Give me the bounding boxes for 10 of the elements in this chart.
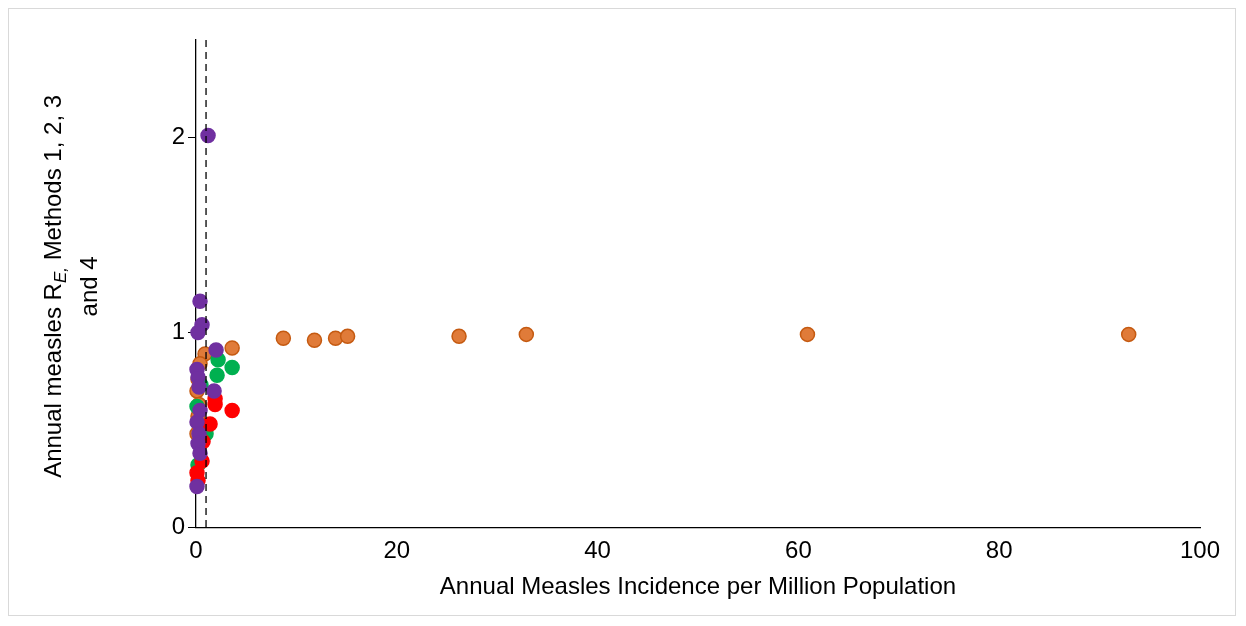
x-tick-label: 100	[1179, 536, 1221, 564]
y-tick-label: 0	[171, 512, 185, 540]
x-tick-label: 40	[584, 536, 611, 564]
x-tick-label: 60	[785, 536, 812, 564]
x-tick-label: 20	[383, 536, 411, 564]
x-tick-label: 0	[189, 536, 203, 564]
x-axis-title: Annual Measles Incidence per Million Population	[439, 572, 957, 600]
x-tick-label: 80	[985, 536, 1013, 564]
y-tick-label: 1	[171, 317, 185, 345]
y-tick-label: 2	[171, 122, 185, 150]
